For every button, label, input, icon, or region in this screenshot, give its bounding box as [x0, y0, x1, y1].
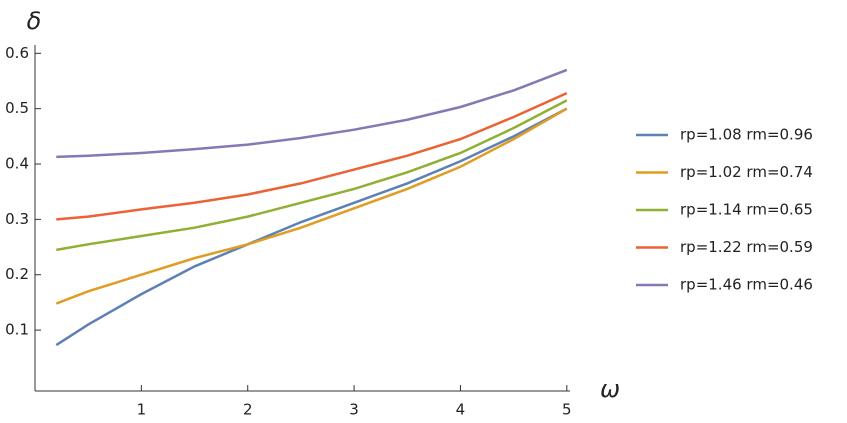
y-tick-label: 0.4: [5, 155, 29, 173]
legend-label: rp=1.14 rm=0.65: [680, 201, 813, 219]
legend-label: rp=1.46 rm=0.46: [680, 276, 813, 294]
series-line: [56, 68, 568, 159]
legend-label: rp=1.08 rm=0.96: [680, 126, 813, 144]
y-tick-label: 0.5: [5, 99, 29, 117]
x-tick-label: 3: [349, 401, 359, 419]
y-tick-label: 0.1: [5, 321, 29, 339]
y-tick-label: 0.3: [5, 210, 29, 228]
x-tick-label: 5: [562, 401, 572, 419]
y-axis-label: δ: [27, 7, 42, 35]
x-tick-label: 4: [456, 401, 466, 419]
series-line: [55, 107, 568, 347]
legend-label: rp=1.02 rm=0.74: [680, 163, 813, 181]
series-line: [56, 92, 568, 221]
x-tick-label: 1: [137, 401, 147, 419]
y-tick-label: 0.6: [5, 44, 29, 62]
legend-label: rp=1.22 rm=0.59: [680, 238, 813, 256]
series-line: [56, 99, 568, 252]
y-tick-label: 0.2: [5, 265, 29, 283]
x-axis-label: ω: [600, 375, 620, 403]
x-tick-label: 2: [243, 401, 253, 419]
series-line: [55, 107, 568, 305]
